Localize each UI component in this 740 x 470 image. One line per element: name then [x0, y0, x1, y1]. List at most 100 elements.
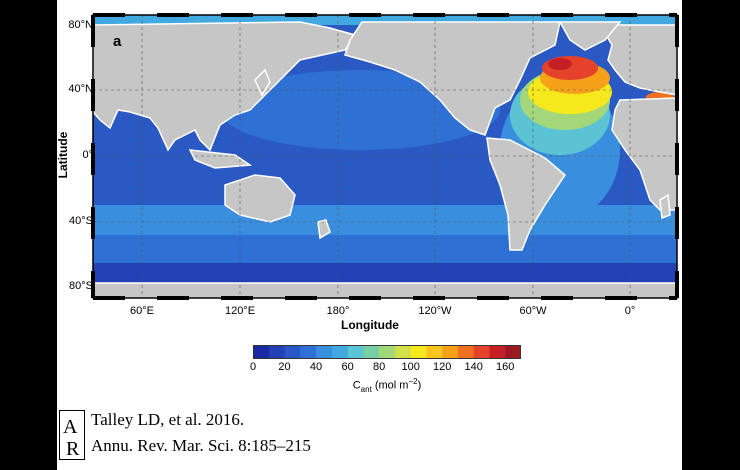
- border-segment: [93, 296, 125, 300]
- border-segment: [605, 13, 637, 17]
- border-segment: [157, 13, 189, 17]
- colorbar-label-close: ): [417, 379, 422, 392]
- border-segment: [413, 296, 445, 300]
- border-segment: [605, 296, 637, 300]
- colorbar-bin: [473, 345, 490, 359]
- greenland-land: [558, 21, 622, 51]
- atlantic-red: [542, 56, 598, 80]
- border-segment: [91, 15, 95, 47]
- colorbar-label-sup: −2: [408, 377, 418, 386]
- colorbar-bin: [505, 345, 521, 359]
- colorbar-frame: [253, 345, 521, 359]
- colorbar-bin: [363, 345, 380, 359]
- colorbar-tick-label: 40: [309, 361, 323, 373]
- new-zealand-land: [317, 219, 331, 240]
- europe-land: [598, 24, 677, 96]
- colorbar-label: Cant (mol m−2): [0, 377, 740, 394]
- map-border-checker: [91, 13, 679, 300]
- colorbar-bin: [331, 345, 349, 359]
- border-segment: [413, 13, 445, 17]
- colorbar-label-main: C: [352, 379, 361, 392]
- panel-letter: a: [113, 33, 122, 50]
- colorbar-tick-label: 160: [496, 361, 515, 373]
- colorbar-label-unit: (mol m: [371, 379, 409, 392]
- lon-tick-120e: 120°E: [224, 305, 256, 317]
- border-segment: [669, 13, 677, 17]
- border-segment: [675, 271, 679, 298]
- svg-text:R: R: [66, 438, 80, 459]
- border-segment: [91, 271, 95, 298]
- border-segment: [91, 79, 95, 111]
- colorbar-bin: [442, 345, 459, 359]
- annual-reviews-logo: A R: [59, 410, 85, 460]
- colorbar-bin: [489, 345, 506, 359]
- border-segment: [477, 296, 509, 300]
- colorbar: [253, 345, 521, 359]
- lon-tick-120w: 120°W: [418, 305, 452, 317]
- southern-ocean-band-dark: [93, 263, 677, 283]
- citation-journal: Annu. Rev. Mar. Sci. 8:185–215: [91, 436, 311, 455]
- border-segment: [541, 296, 573, 300]
- colorbar-bin: [426, 345, 443, 359]
- border-segment: [93, 13, 125, 17]
- y-axis-label: Latitude: [56, 131, 70, 179]
- border-segment: [669, 296, 677, 300]
- citation-authors: Talley LD, et al. 2016.: [91, 410, 245, 429]
- colorbar-bin: [253, 345, 270, 359]
- graticule: [93, 15, 677, 298]
- border-segment: [285, 296, 317, 300]
- border-segment: [477, 13, 509, 17]
- antarctica-land: [93, 282, 677, 298]
- africa-land: [611, 97, 677, 211]
- border-segment: [91, 207, 95, 239]
- japan-land: [254, 68, 271, 97]
- colorbar-tick-label: 20: [278, 361, 291, 373]
- border-segment: [285, 13, 317, 17]
- arctic-band: [93, 15, 677, 25]
- colorbar-bin: [300, 345, 317, 359]
- border-segment: [541, 13, 573, 17]
- colorbar-bin: [379, 345, 396, 359]
- colorbar-tick-label: 60: [341, 361, 354, 373]
- colorbar-label-sub: ant: [360, 384, 372, 394]
- colorbar-bin: [316, 345, 333, 359]
- x-axis-label: Longitude: [341, 318, 399, 332]
- south-america-land: [486, 137, 566, 251]
- border-segment: [221, 13, 253, 17]
- lon-tick-60e: 60°E: [130, 305, 154, 317]
- lon-tick-0: 0°: [624, 305, 636, 317]
- southern-ocean-band-mid: [93, 235, 677, 263]
- colorbar-tick-label: 80: [372, 361, 386, 373]
- indonesia-land: [188, 149, 253, 169]
- colorbar-bin: [410, 345, 427, 359]
- australia-land: [224, 174, 296, 223]
- colorbar-bin: [347, 345, 364, 359]
- border-segment: [675, 207, 679, 239]
- colorbar-tick-label: 120: [432, 361, 452, 373]
- colorbar-tick-label: 140: [464, 361, 483, 373]
- lat-tick-80n: 80°N: [68, 19, 93, 31]
- lat-tick-0: 0°: [82, 149, 93, 161]
- border-segment: [675, 79, 679, 111]
- border-segment: [221, 296, 253, 300]
- colorbar-bin: [268, 345, 286, 359]
- border-segment: [675, 143, 679, 175]
- lon-tick-60w: 60°W: [519, 305, 547, 317]
- border-segment: [349, 13, 381, 17]
- madagascar-land: [659, 193, 671, 220]
- lon-tick-180: 180°: [326, 305, 350, 317]
- border-segment: [349, 296, 381, 300]
- ocean-carbon-map: a: [91, 13, 679, 300]
- north-america-land: [344, 21, 561, 136]
- lat-tick-40s: 40°S: [69, 215, 93, 227]
- labrador-sea-darkred: [548, 58, 572, 70]
- colorbar-bin: [457, 345, 475, 359]
- colorbar-bin: [284, 345, 301, 359]
- eurasia-land: [93, 21, 357, 152]
- lat-tick-80s: 80°S: [69, 280, 93, 292]
- border-segment: [157, 296, 189, 300]
- border-segment: [91, 143, 95, 175]
- colorbar-tick-label: 0: [249, 361, 257, 373]
- border-segment: [675, 15, 679, 47]
- colorbar-tick-label: 100: [401, 361, 420, 373]
